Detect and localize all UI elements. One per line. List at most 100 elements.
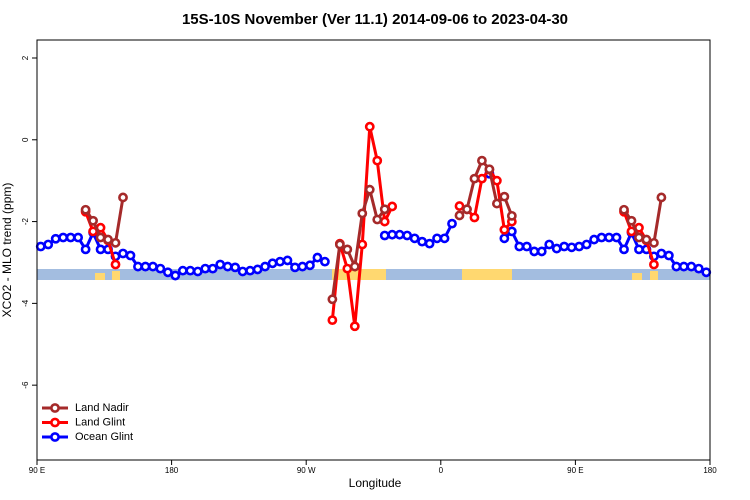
point [103,234,113,245]
x-tick-label: 180 [703,466,717,475]
point [95,244,106,255]
point [88,215,98,226]
point [379,204,390,215]
point [95,232,106,243]
point [551,243,562,254]
x-tick-label: 180 [165,466,179,475]
legend-label: Land Nadir [75,402,129,414]
point [185,265,196,276]
point [499,233,510,244]
point [327,294,338,305]
point [634,232,644,243]
point [349,321,360,332]
point [424,238,435,249]
point [477,173,487,184]
point [506,226,517,237]
point [305,260,315,271]
point [521,241,532,252]
point [641,234,652,245]
point [349,261,360,272]
point [656,192,667,203]
point [379,216,390,227]
point [192,266,203,277]
y-tick-label: 2 [21,55,30,60]
land-strip [112,271,120,280]
point [506,210,517,221]
point [177,265,188,276]
point [282,255,293,266]
point [462,204,472,215]
legend-marker [50,417,60,428]
point [110,237,121,248]
point [619,204,629,215]
plot-frame [36,39,711,461]
point [559,241,570,252]
point [342,263,353,274]
point [477,155,487,166]
y-axis-label: XCO2 - MLO trend (ppm) [0,183,14,318]
point [58,232,69,243]
point [215,259,226,270]
legend-label: Land Glint [75,416,125,428]
series [35,168,712,281]
point [334,239,345,250]
y-tick-label: -2 [21,217,30,225]
point [529,246,540,257]
land-strip [462,269,512,280]
x-tick-label: 0 [439,466,444,475]
point [701,267,712,278]
point [649,259,659,270]
point [417,236,428,247]
x-tick-label: 90 W [297,466,316,475]
land-strip [650,271,658,280]
point [207,263,218,274]
point [155,263,166,274]
point [447,218,457,229]
point [140,261,151,272]
point [499,224,510,235]
point [260,261,270,272]
point [439,233,450,244]
legend-marker [50,403,60,413]
point [267,258,278,269]
point [387,229,398,240]
point [491,198,502,209]
point [663,250,674,261]
x-axis-label: Longitude [349,476,402,490]
point [484,164,495,175]
point [469,173,480,184]
series [80,155,667,305]
point [65,232,76,243]
point [581,239,592,250]
point [634,244,644,255]
point [649,237,659,248]
point [133,261,143,272]
legend-marker [50,432,60,442]
y-tick-label: -6 [21,381,30,389]
point [409,233,420,244]
point [80,244,91,255]
point [394,229,405,240]
legend-label: Ocean Glint [75,431,133,443]
point [148,261,158,272]
point [604,232,614,243]
point [589,234,599,245]
point [574,241,585,252]
point [290,262,300,273]
point [170,270,181,281]
point [222,261,233,272]
point [327,315,338,326]
point [312,252,323,263]
point [693,263,704,274]
point [544,239,555,250]
land-strip [95,273,105,280]
point [297,261,308,272]
point [432,233,442,244]
point [118,192,128,203]
point [678,261,689,272]
point [387,201,398,212]
point [656,248,667,259]
point [275,256,285,267]
point [671,261,682,272]
